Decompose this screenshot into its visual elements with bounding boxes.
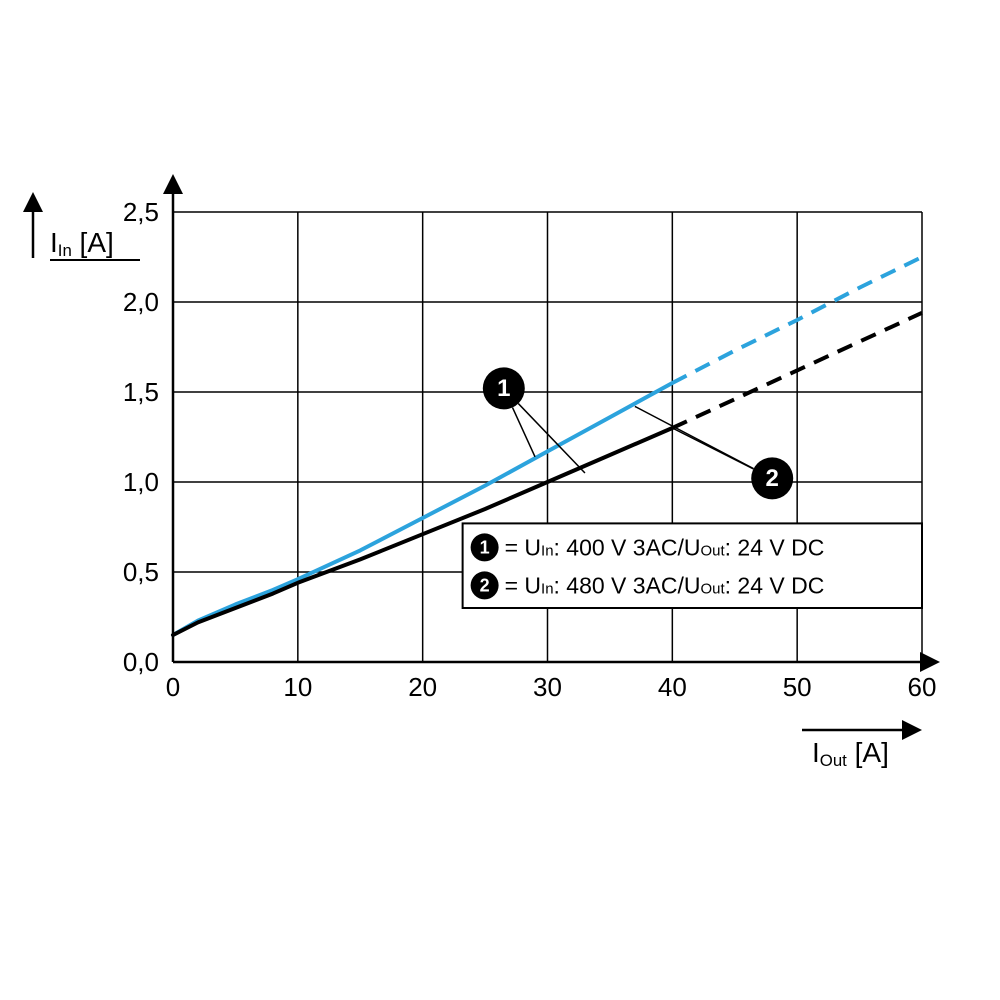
legend-badge-2-num: 2 — [480, 575, 490, 595]
y-tick-label: 1,0 — [123, 467, 159, 497]
current-chart: 1 2 1 = UIn: 400 V 3AC/UOut: 24 V DC 2 = UI… — [0, 0, 1000, 1000]
x-tick-label: 20 — [408, 672, 437, 702]
x-tick-label: 60 — [908, 672, 937, 702]
legend: 1 = UIn: 400 V 3AC/UOut: 24 V DC 2 = UIn:… — [463, 523, 922, 608]
legend-badge-1-num: 1 — [480, 537, 490, 557]
legend-entry-1-text: = UIn: 400 V 3AC/UOut: 24 V DC — [505, 534, 825, 560]
y-tick-label: 2,5 — [123, 197, 159, 227]
y-tick-label: 0,5 — [123, 557, 159, 587]
y-tick-label: 2,0 — [123, 287, 159, 317]
x-tick-label: 40 — [658, 672, 687, 702]
callout-badge-1-label: 1 — [497, 375, 510, 402]
chart-container: 1 2 1 = UIn: 400 V 3AC/UOut: 24 V DC 2 = UI… — [0, 0, 1000, 1000]
x-tick-label: 50 — [783, 672, 812, 702]
y-tick-label: 1,5 — [123, 377, 159, 407]
x-tick-label: 10 — [283, 672, 312, 702]
x-tick-label: 0 — [166, 672, 180, 702]
callout-badge-2-label: 2 — [766, 465, 779, 492]
legend-entry-2-text: = UIn: 480 V 3AC/UOut: 24 V DC — [505, 572, 825, 598]
x-tick-label: 30 — [533, 672, 562, 702]
y-tick-label: 0,0 — [123, 647, 159, 677]
